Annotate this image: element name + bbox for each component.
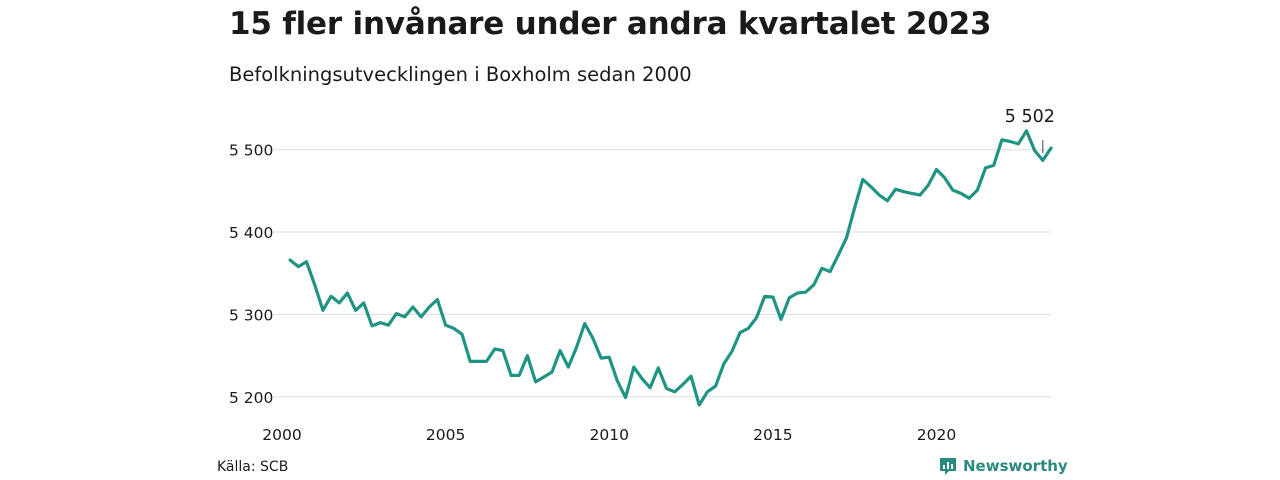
newsworthy-logo-icon bbox=[940, 458, 956, 475]
x-tick-label: 2015 bbox=[753, 426, 792, 444]
source-label: Källa: SCB bbox=[217, 459, 289, 475]
chart-subtitle: Befolkningsutvecklingen i Boxholm sedan … bbox=[229, 63, 692, 86]
population-line bbox=[288, 129, 1053, 407]
y-tick-label: 5 500 bbox=[229, 142, 273, 160]
x-tick-label: 2010 bbox=[590, 426, 629, 444]
last-value-label: 5 502 bbox=[1005, 107, 1055, 127]
y-tick-label: 5 300 bbox=[229, 306, 273, 324]
x-tick-label: 2005 bbox=[426, 426, 465, 444]
brand-logo: Newsworthy bbox=[938, 456, 1068, 476]
y-tick-label: 5 200 bbox=[229, 389, 273, 407]
brand-name: Newsworthy bbox=[963, 457, 1068, 475]
x-tick-label: 2000 bbox=[262, 426, 301, 444]
chart-title: 15 fler invånare under andra kvartalet 2… bbox=[229, 6, 992, 42]
y-tick-label: 5 400 bbox=[229, 224, 273, 242]
x-tick-label: 2020 bbox=[917, 426, 956, 444]
